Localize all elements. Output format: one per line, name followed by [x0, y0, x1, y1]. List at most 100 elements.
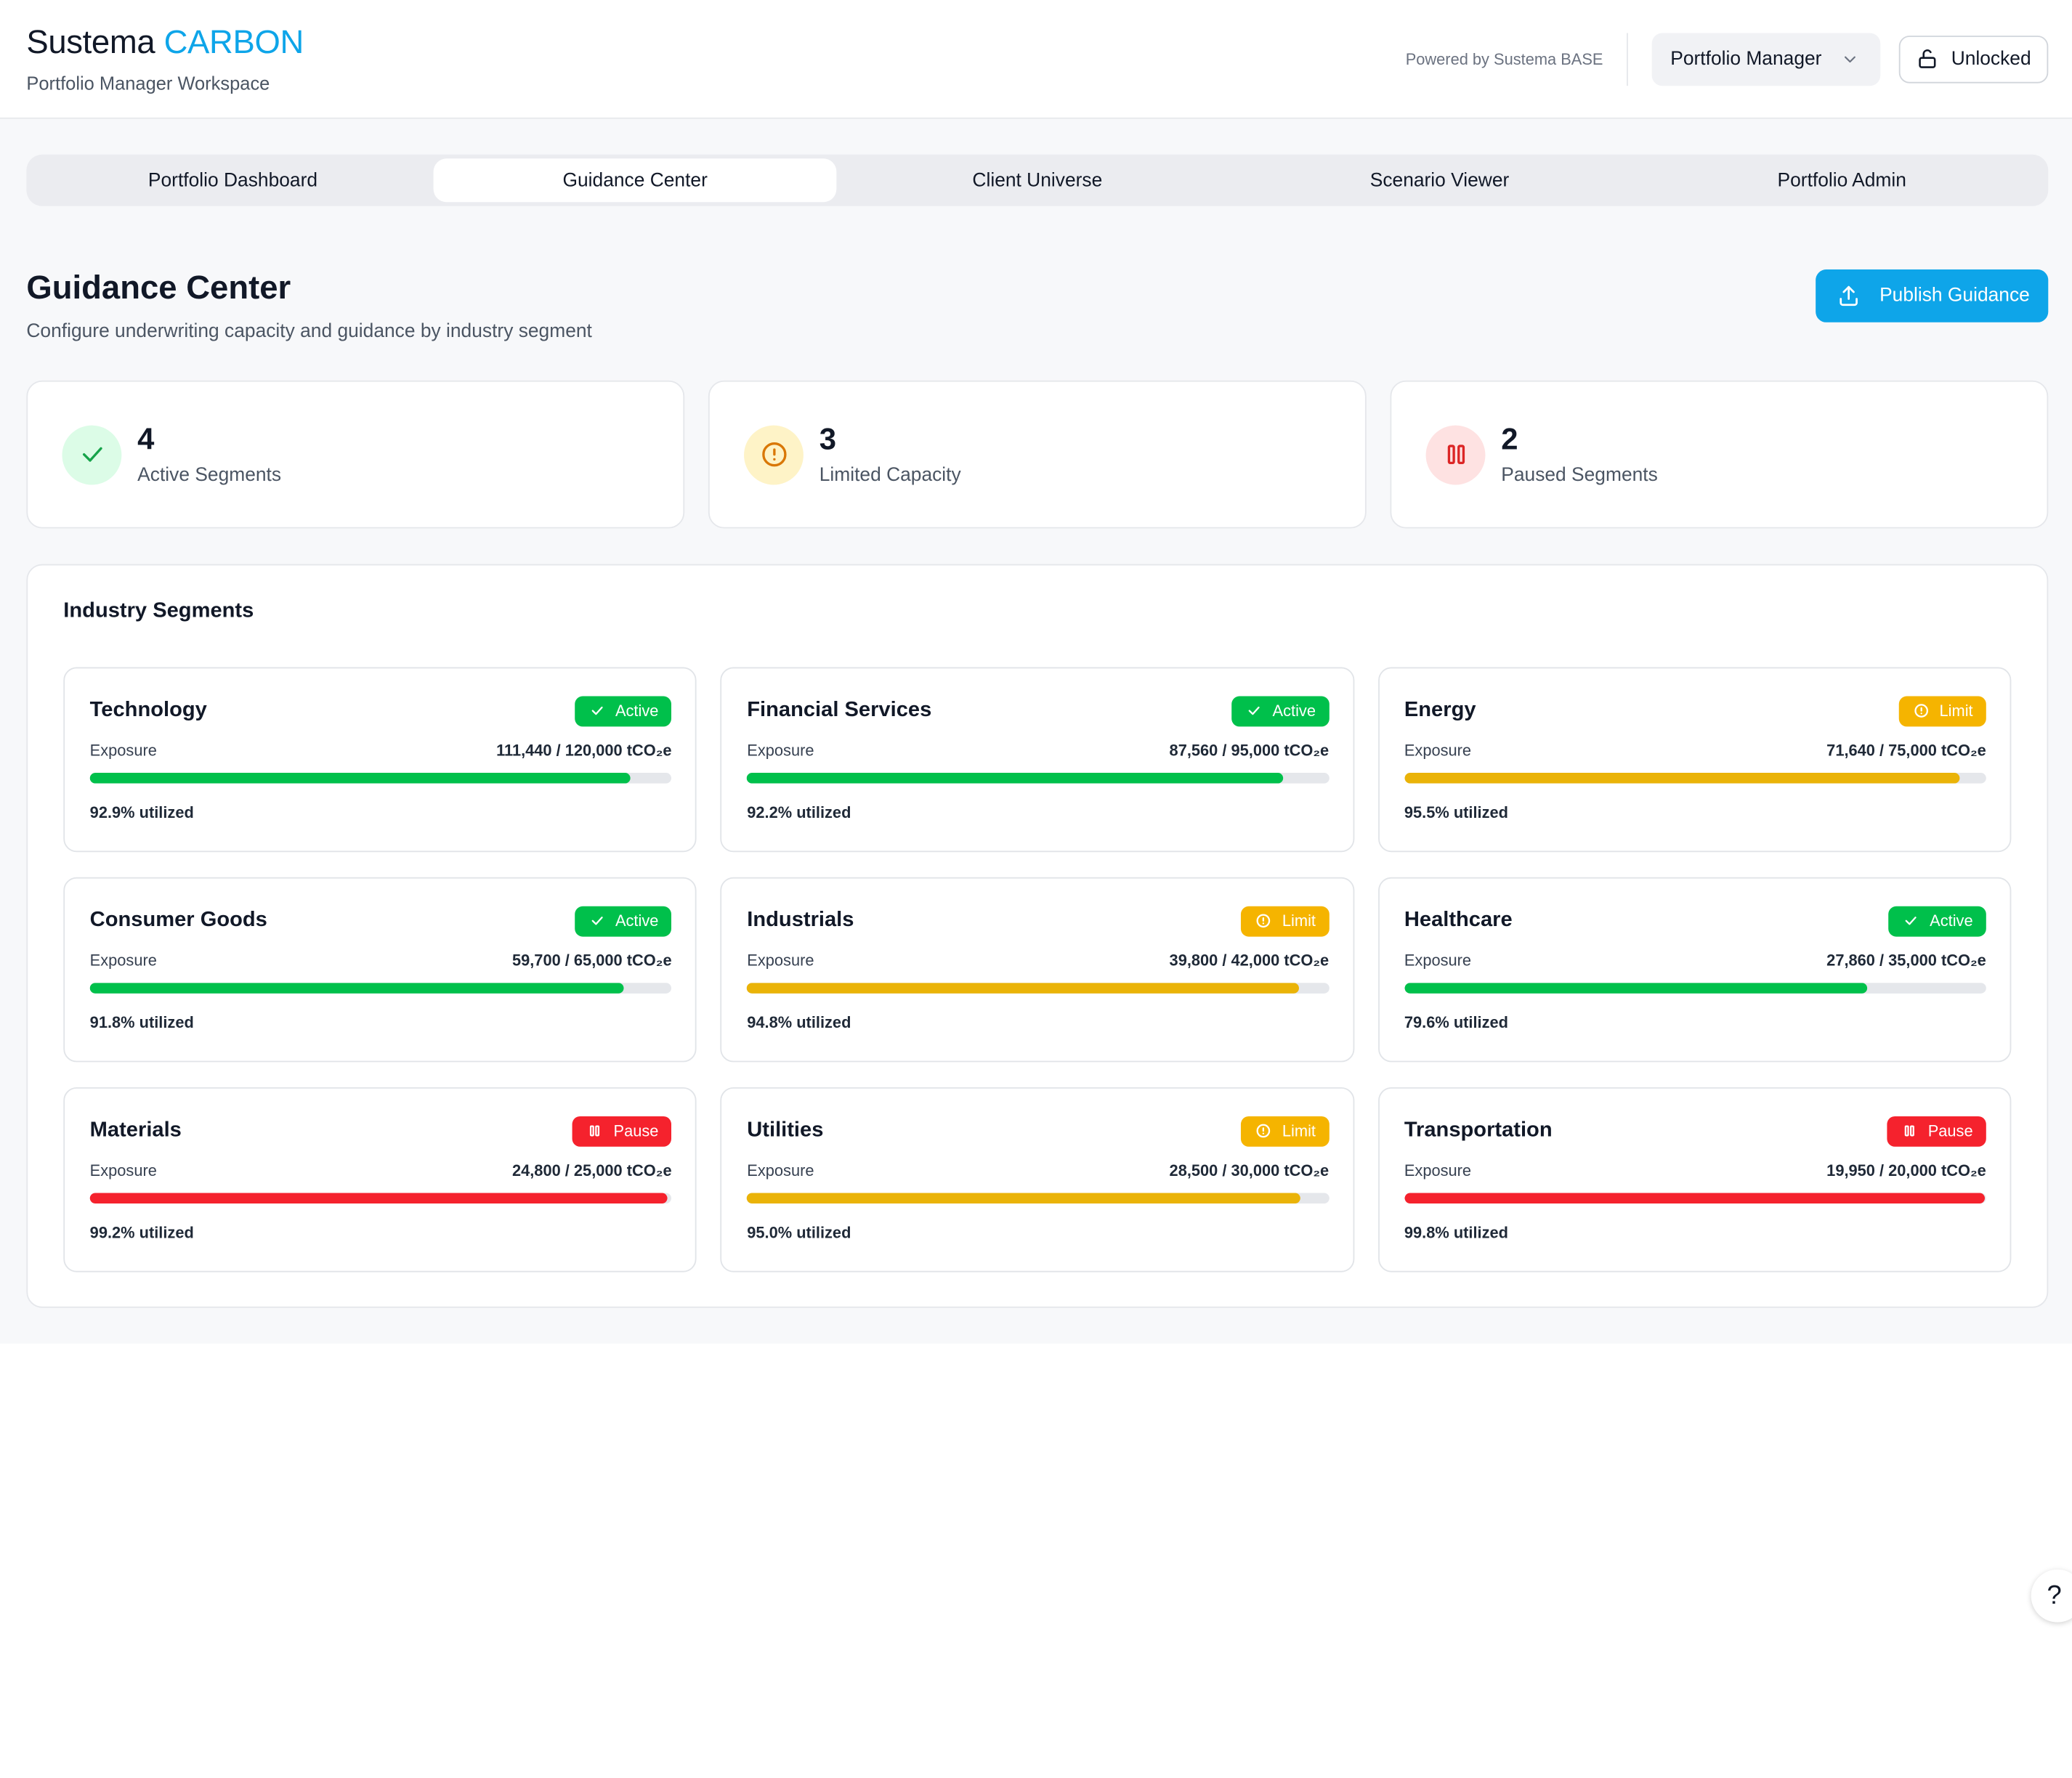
segment-card-transportation[interactable]: Transportation Pause Exposure 19,950 / 20,0… — [1377, 1087, 2012, 1272]
check-icon — [591, 917, 602, 925]
stats-row: 4 Active Segments 3 Limited Capacity 2 — [26, 380, 2049, 529]
status-badge-label: Active — [615, 701, 659, 720]
segment-card-consumer-goods[interactable]: Consumer Goods Active Exposure 59,700 / 65,… — [63, 877, 697, 1063]
page-header: Guidance Center Configure underwriting c… — [26, 269, 2049, 343]
segment-name: Energy — [1404, 699, 1476, 722]
status-badge[interactable]: Limit — [1241, 905, 1330, 936]
segment-card-header: Financial Services Active — [747, 695, 1330, 727]
exposure-label: Exposure — [89, 951, 157, 970]
utilization-text: 79.6% utilized — [1404, 1013, 1509, 1032]
utilization-bar-fill — [1404, 1193, 1986, 1204]
segment-card-energy[interactable]: Energy Limit Exposure 71,640 / 75,000 tCO₂e… — [1377, 667, 2012, 853]
segment-card-header: Transportation Pause — [1404, 1115, 1986, 1147]
tab-client-universe[interactable]: Client Universe — [972, 169, 1103, 191]
exposure-value: 27,860 / 35,000 tCO₂e — [1826, 951, 1986, 970]
exposure-row: Exposure 24,800 / 25,000 tCO₂e — [90, 1161, 672, 1180]
segment-card-header: Energy Limit — [1404, 695, 1986, 727]
help-icon: ? — [2047, 1580, 2062, 1610]
tab-guidance-center[interactable]: Guidance Center — [434, 158, 837, 203]
utilization-bar — [1404, 983, 1986, 994]
stat-card-paused: 2 Paused Segments — [1390, 380, 2049, 529]
exposure-value: 111,440 / 120,000 tCO₂e — [496, 741, 672, 760]
exposure-value: 39,800 / 42,000 tCO₂e — [1169, 951, 1330, 970]
exposure-value: 28,500 / 30,000 tCO₂e — [1169, 1161, 1330, 1180]
segment-name: Transportation — [1404, 1119, 1553, 1142]
stat-label: Limited Capacity — [819, 464, 961, 486]
segment-card-healthcare[interactable]: Healthcare Active Exposure 27,860 / 35,000 … — [1377, 877, 2012, 1063]
segment-card-industrials[interactable]: Industrials Limit Exposure 39,800 / 42,000 … — [720, 877, 1354, 1063]
brand-title[interactable]: Sustema CARBON — [26, 24, 304, 62]
utilization-bar-fill — [1404, 773, 1960, 784]
tab-portfolio-dashboard[interactable]: Portfolio Dashboard — [147, 169, 318, 191]
segment-card-header: Healthcare Active — [1404, 905, 1986, 937]
exposure-row: Exposure 28,500 / 30,000 tCO₂e — [747, 1161, 1329, 1180]
utilization-text: 91.8% utilized — [89, 1013, 194, 1032]
utilization-bar — [89, 983, 672, 994]
page-subtitle: Configure underwriting capacity and guid… — [26, 320, 592, 343]
utilization-text: 94.8% utilized — [747, 1013, 851, 1032]
status-badge[interactable]: Pause — [572, 1116, 672, 1146]
powered-by-text: Powered by Sustema BASE — [1405, 49, 1603, 68]
upload-icon — [1840, 285, 1858, 307]
stat-label: Active Segments — [137, 464, 282, 486]
stat-icon-wrap — [744, 424, 804, 484]
segment-name: Consumer Goods — [89, 909, 267, 932]
exposure-label: Exposure — [1404, 1161, 1472, 1180]
exposure-label: Exposure — [89, 1161, 157, 1180]
status-badge[interactable]: Active — [1888, 905, 1986, 936]
tab-bar: Portfolio Dashboard Guidance Center Clie… — [26, 154, 2049, 206]
utilization-bar-fill — [747, 983, 1299, 994]
utilization-bar-fill — [89, 983, 624, 994]
exposure-value: 71,640 / 75,000 tCO₂e — [1826, 741, 1986, 760]
segment-name: Healthcare — [1404, 909, 1513, 932]
check-icon — [1906, 917, 1917, 925]
exposure-label: Exposure — [89, 741, 157, 760]
status-badge[interactable]: Limit — [1898, 695, 1986, 726]
utilization-bar — [1404, 1193, 1986, 1204]
utilization-bar — [89, 1193, 672, 1204]
utilization-text: 95.0% utilized — [747, 1223, 851, 1242]
stat-label: Paused Segments — [1501, 464, 1658, 486]
status-badge-label: Pause — [1927, 1121, 1973, 1140]
role-select[interactable]: Portfolio Manager — [1651, 32, 1880, 86]
main-content: Portfolio Dashboard Guidance Center Clie… — [0, 118, 2072, 1344]
tab-portfolio-admin[interactable]: Portfolio Admin — [1777, 169, 1906, 191]
stat-value: 3 — [819, 421, 836, 455]
utilization-bar — [747, 1193, 1330, 1204]
status-badge[interactable]: Active — [574, 905, 672, 936]
workspace-label: Portfolio Manager Workspace — [26, 73, 270, 94]
stat-icon-wrap — [62, 424, 122, 484]
exposure-row: Exposure 39,800 / 42,000 tCO₂e — [747, 951, 1329, 970]
segment-card-technology[interactable]: Technology Active Exposure 111,440 / 120,00… — [63, 667, 697, 853]
segment-card-header: Materials Pause — [90, 1115, 672, 1147]
exposure-value: 19,950 / 20,000 tCO₂e — [1826, 1161, 1986, 1180]
segment-card-financial-services[interactable]: Financial Services Active Exposure 87,560 /… — [720, 667, 1354, 853]
utilization-bar-fill — [89, 773, 631, 784]
status-badge[interactable]: Pause — [1887, 1116, 1986, 1146]
segment-card-utilities[interactable]: Utilities Limit Exposure 28,500 / 30,000 tC… — [720, 1087, 1354, 1272]
status-badge-label: Active — [615, 912, 659, 930]
segment-name: Industrials — [747, 909, 854, 932]
status-badge[interactable]: Limit — [1241, 1116, 1330, 1146]
lock-toggle-button[interactable]: Unlocked — [1898, 35, 2049, 83]
status-badge-label: Limit — [1282, 1121, 1316, 1140]
utilization-bar-fill — [747, 773, 1284, 784]
exposure-label: Exposure — [747, 741, 814, 760]
status-badge[interactable]: Active — [574, 695, 672, 726]
utilization-bar-fill — [89, 1193, 668, 1204]
exposure-row: Exposure 59,700 / 65,000 tCO₂e — [90, 951, 672, 970]
tab-scenario-viewer[interactable]: Scenario Viewer — [1369, 169, 1510, 191]
help-button[interactable]: ? — [2031, 1569, 2072, 1623]
status-badge[interactable]: Active — [1231, 695, 1330, 726]
lock-state-label: Unlocked — [1951, 48, 2031, 70]
segment-card-materials[interactable]: Materials Pause Exposure 24,800 / 25,000 tC… — [63, 1087, 697, 1272]
status-badge-label: Active — [1930, 912, 1973, 930]
check-icon — [1248, 706, 1260, 715]
exposure-row: Exposure 19,950 / 20,000 tCO₂e — [1404, 1161, 1986, 1180]
utilization-bar — [747, 983, 1330, 994]
publish-guidance-button[interactable]: Publish Guidance — [1816, 269, 2049, 322]
exposure-label: Exposure — [1404, 951, 1472, 970]
unlock-icon — [1918, 49, 1935, 68]
utilization-bar-fill — [747, 1193, 1300, 1204]
exposure-label: Exposure — [1404, 741, 1472, 760]
